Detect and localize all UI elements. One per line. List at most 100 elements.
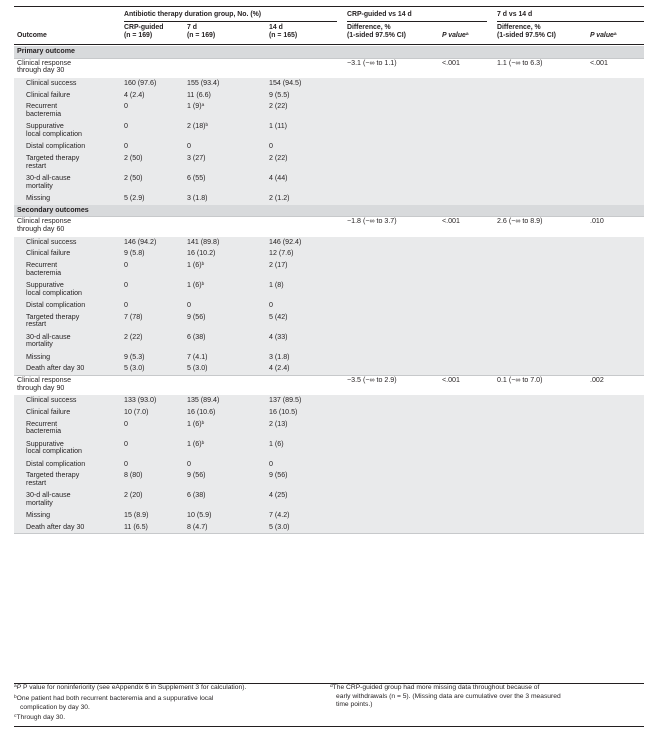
crp-guided-value: 0 bbox=[124, 261, 128, 269]
sub-outcome-row: Targeted therapy restart 7 (78) 9 (56) 5 (42… bbox=[14, 311, 644, 333]
seven-day-value: 3 (27) bbox=[187, 154, 206, 163]
seven-day-value-text: 0 bbox=[187, 301, 191, 309]
fourteen-day-value: 16 (10.5) bbox=[269, 408, 298, 416]
row-label-text: Clinical success bbox=[26, 396, 77, 405]
crp-guided-value: 0 bbox=[124, 419, 128, 428]
fourteen-day-value: 137 (89.5) bbox=[269, 396, 302, 405]
seven-day-footnote-mark: b bbox=[201, 440, 205, 446]
row-label-line: bacteremia bbox=[26, 110, 62, 119]
row-label-text: Death after day 30 bbox=[26, 364, 85, 373]
table-top-rule bbox=[14, 6, 644, 8]
seven-day-value: 9 (56) bbox=[187, 471, 206, 480]
col-7d-header: 7 d (n = 169) bbox=[187, 24, 216, 40]
row-label-line: Suppurative bbox=[26, 439, 64, 448]
seven-day-value-text: 1 (6) bbox=[187, 439, 202, 448]
crp-vs-14d-difference: −3.5 (−∞ to 2.9) bbox=[347, 375, 397, 384]
crp-guided-value: 7 (78) bbox=[124, 312, 143, 321]
sub-outcome-row: 30-d all-cause mortality 2 (20) 6 (38) 4 (25… bbox=[14, 490, 644, 512]
seven-day-value-text: 10 (5.9) bbox=[187, 511, 212, 520]
row-label: Missing bbox=[26, 194, 51, 203]
row-label-line: through day 90 bbox=[17, 383, 65, 392]
seven-day-value-text: 16 (10.2) bbox=[187, 249, 216, 258]
sub-outcome-row: Suppurative local complication 0 1 (6)b 1 (6… bbox=[14, 438, 644, 460]
row-label-text: Distal complication bbox=[26, 459, 86, 468]
table-bottom-rule bbox=[14, 726, 644, 727]
row-label: Clinical success bbox=[26, 396, 77, 405]
seven-day-value-text: 9 (56) bbox=[187, 471, 206, 480]
pvalue2-header: P valuea bbox=[590, 32, 617, 39]
row-label-line: Suppurative bbox=[26, 122, 64, 131]
row-label: Recurrent bacteremia bbox=[26, 420, 61, 437]
row-label-line: mortality bbox=[26, 181, 53, 190]
comparison2-rule bbox=[497, 21, 644, 22]
seven-day-value-text: 7 (4.1) bbox=[187, 352, 208, 361]
crp-guided-value: 0 bbox=[124, 281, 128, 289]
seven-day-value: 0 bbox=[187, 301, 191, 310]
sub-outcome-row: Suppurative local complication 0 2 (18)b 1 (… bbox=[14, 121, 644, 143]
footnote-rule bbox=[14, 683, 644, 684]
fourteen-day-value: 4 (33) bbox=[269, 332, 288, 341]
row-label-line: through day 30 bbox=[17, 66, 65, 75]
seven-day-value-text: 1 (9) bbox=[187, 102, 202, 111]
outcome-row: Clinical response through day 60 −1.8 (−∞ … bbox=[14, 216, 644, 238]
row-label: Clinical failure bbox=[26, 91, 70, 100]
row-label-text: Death after day 30 bbox=[26, 522, 85, 531]
row-label: Clinical failure bbox=[26, 249, 70, 258]
seven-day-footnote-mark: b bbox=[201, 262, 205, 267]
row-label-line: Targeted therapy bbox=[26, 471, 80, 480]
row-label-line: Targeted therapy bbox=[26, 154, 80, 162]
col-crp-header: CRP-guided (n = 169) bbox=[124, 24, 164, 40]
fourteen-day-value: 2 (13) bbox=[269, 419, 288, 428]
row-label-text: Missing bbox=[26, 352, 51, 361]
row-label: 30-d all-cause mortality bbox=[26, 174, 71, 191]
crp-guided-value: 8 (80) bbox=[124, 471, 143, 480]
seven-day-value: 155 (93.4) bbox=[187, 79, 219, 88]
seven-day-value: 16 (10.6) bbox=[187, 408, 216, 417]
row-label: Clinical response through day 90 bbox=[17, 376, 71, 393]
seven-day-value-text: 11 (6.6) bbox=[187, 90, 211, 99]
row-label-text: Clinical failure bbox=[26, 408, 71, 416]
crp-guided-value: 10 (7.0) bbox=[124, 408, 149, 416]
sub-outcome-row: Recurrent bacteremia 0 1 (9)a 2 (22) bbox=[14, 101, 644, 123]
row-label: 30-d all-cause mortality bbox=[26, 333, 71, 350]
seven-day-footnote-mark: b bbox=[201, 420, 205, 426]
comparison1-header: CRP-guided vs 14 d bbox=[347, 11, 412, 18]
comparison2-header: 7 d vs 14 d bbox=[497, 11, 533, 18]
footnote-b: bOne patient had both recurrent bacterem… bbox=[14, 695, 214, 711]
sub-outcome-row: Recurrent bacteremia 0 1 (6)b 2 (13) bbox=[14, 418, 644, 440]
seven-day-value-text: 3 (1.8) bbox=[187, 194, 208, 202]
fourteen-day-value: 9 (5.5) bbox=[269, 90, 290, 99]
fourteen-day-value: 3 (1.8) bbox=[269, 352, 290, 361]
footnote-c: cThrough day 30. bbox=[14, 714, 66, 721]
row-label-line: mortality bbox=[26, 498, 53, 507]
7d-vs-14d-difference: 0.1 (−∞ to 7.0) bbox=[497, 375, 543, 384]
seven-day-value: 3 (1.8) bbox=[187, 194, 208, 203]
seven-day-value-text: 16 (10.6) bbox=[187, 408, 216, 416]
seven-day-value: 1 (6)b bbox=[187, 439, 205, 449]
sub-outcome-row: 30-d all-cause mortality 2 (50) 6 (55) 4 (44… bbox=[14, 173, 644, 194]
fourteen-day-value: 2 (22) bbox=[269, 102, 288, 111]
row-label: Clinical response through day 60 bbox=[17, 217, 71, 234]
fourteen-day-value: 1 (11) bbox=[269, 122, 288, 131]
seven-day-value-text: 1 (6) bbox=[187, 261, 202, 269]
seven-day-value: 2 (18)b bbox=[187, 122, 208, 131]
seven-day-footnote-mark: b bbox=[201, 282, 205, 287]
seven-day-value: 1 (6)b bbox=[187, 281, 205, 290]
outcome-header: Outcome bbox=[17, 32, 47, 39]
seven-day-value: 1 (6)b bbox=[187, 420, 205, 429]
7d-vs-14d-difference: 1.1 (−∞ to 6.3) bbox=[497, 58, 543, 67]
crp-guided-value: 2 (50) bbox=[124, 154, 143, 162]
crp-vs-14d-difference: −1.8 (−∞ to 3.7) bbox=[347, 217, 397, 226]
crp-guided-value: 0 bbox=[124, 102, 128, 111]
crp-guided-value: 11 (6.5) bbox=[124, 522, 148, 531]
seven-day-value: 135 (89.4) bbox=[187, 396, 219, 405]
fourteen-day-value: 5 (42) bbox=[269, 312, 288, 321]
seven-day-value-text: 1 (6) bbox=[187, 281, 202, 289]
seven-day-value: 8 (4.7) bbox=[187, 523, 208, 532]
7d-vs-14d-pvalue: .002 bbox=[590, 375, 604, 384]
sub-outcome-row: Targeted therapy restart 2 (50) 3 (27) 2 (22… bbox=[14, 153, 644, 174]
seven-day-value: 11 (6.6) bbox=[187, 90, 211, 100]
row-label: Distal complication bbox=[26, 142, 85, 151]
row-label-text: Missing bbox=[26, 194, 51, 202]
row-label: Recurrent bacteremia bbox=[26, 261, 61, 278]
